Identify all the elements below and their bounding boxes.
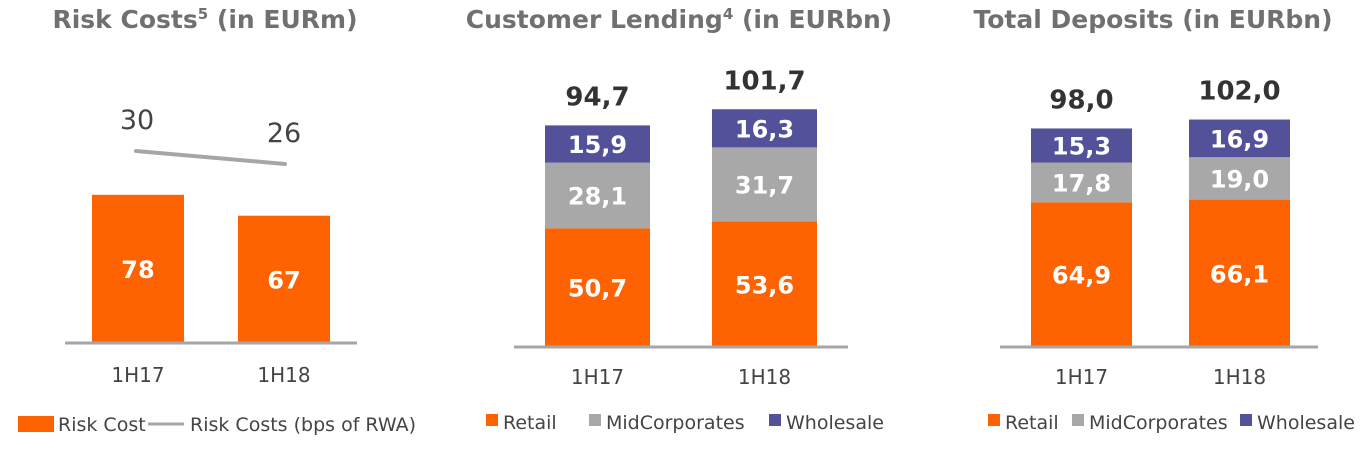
- legend-label: Wholesale: [1257, 412, 1355, 434]
- bar-total-label: 94,7: [565, 82, 629, 112]
- legend-marker-square: [589, 414, 601, 426]
- bar-value-label: 67: [267, 266, 300, 294]
- bar-risk-cost-1h18: [238, 215, 330, 343]
- legend-label: Wholesale: [786, 412, 884, 434]
- bar-retail-1h17: [545, 228, 650, 347]
- bar-wholesale-1h18: [1189, 119, 1290, 158]
- legend-marker-square: [18, 416, 54, 432]
- chart-title-main: Risk Costs: [52, 5, 197, 34]
- x-tick-label: 1H17: [571, 365, 624, 389]
- bar-value-label: 16,9: [1210, 125, 1269, 153]
- chart-title-suffix: (in EURm): [208, 5, 357, 34]
- bar-retail-1h18: [1189, 199, 1290, 347]
- bar-value-label: 28,1: [568, 182, 627, 210]
- legend-marker-square: [1072, 414, 1084, 426]
- x-tick-label: 1H17: [111, 363, 164, 387]
- bar-total-label: 98,0: [1049, 85, 1113, 115]
- bar-retail-1h17: [1031, 202, 1132, 347]
- chart-title-suffix: (in EURbn): [733, 5, 892, 34]
- legend-label: Risk Costs (bps of RWA): [190, 414, 416, 436]
- legend-label: MidCorporates: [1089, 412, 1228, 434]
- legend-label: MidCorporates: [606, 412, 745, 434]
- legend-marker-square: [988, 414, 1000, 426]
- legend-label: Retail: [503, 412, 557, 434]
- bar-total-label: 102,0: [1198, 77, 1280, 107]
- chart-title: Customer Lending4 (in EURbn): [466, 5, 892, 34]
- legend-marker-square: [1240, 414, 1252, 426]
- bar-value-label: 15,3: [1052, 133, 1111, 161]
- chart-title-main: Total Deposits (in EURbn): [973, 5, 1332, 34]
- bar-value-label: 17,8: [1052, 169, 1111, 197]
- bar-midcorporates-1h18: [1189, 157, 1290, 200]
- bar-midcorporates-1h17: [1031, 162, 1132, 203]
- bar-midcorporates-1h18: [712, 147, 817, 222]
- legend-marker-square: [769, 414, 781, 426]
- chart-panel-2: Customer Lending4 (in EURbn) 50,7 28,1 15,9…: [466, 5, 892, 434]
- line-point-label: 26: [267, 118, 301, 149]
- bar-value-label: 50,7: [568, 275, 627, 303]
- bar-wholesale-1h17: [1031, 128, 1132, 163]
- bar-value-label: 19,0: [1210, 165, 1269, 193]
- bar-retail-1h18: [712, 221, 817, 347]
- legend-label: Risk Cost: [58, 414, 146, 436]
- bar-value-label: 64,9: [1052, 262, 1111, 290]
- bar-value-label: 53,6: [735, 271, 794, 299]
- bar-value-label: 78: [121, 256, 154, 284]
- bar-value-label: 31,7: [735, 171, 794, 199]
- bar-value-label: 15,9: [568, 131, 627, 159]
- bar-risk-cost-1h17: [92, 194, 184, 343]
- x-tick-label: 1H17: [1055, 365, 1108, 389]
- chart-panel-3: Total Deposits (in EURbn) 64,9 17,8 15,3 98,…: [973, 5, 1354, 434]
- legend-label: Retail: [1005, 412, 1059, 434]
- bar-wholesale-1h18: [712, 109, 817, 148]
- line-point-label: 30: [120, 105, 154, 136]
- chart-title: Risk Costs5 (in EURm): [52, 5, 357, 34]
- bar-wholesale-1h17: [545, 125, 650, 163]
- bar-total-label: 101,7: [723, 66, 805, 96]
- chart-title-superscript: 5: [198, 5, 208, 23]
- chart-title: Total Deposits (in EURbn): [973, 5, 1332, 34]
- chart-title-main: Customer Lending: [466, 5, 723, 34]
- x-tick-label: 1H18: [1213, 365, 1266, 389]
- x-tick-label: 1H18: [257, 363, 310, 387]
- bar-value-label: 66,1: [1210, 260, 1269, 288]
- line-series-risk-bps: [134, 149, 287, 166]
- bar-midcorporates-1h17: [545, 162, 650, 229]
- x-tick-label: 1H18: [738, 365, 791, 389]
- bar-value-label: 16,3: [735, 115, 794, 143]
- chart-panel-1: Risk Costs5 (in EURm) 78 1H17 67 1H18 30 26 Ris…: [18, 5, 416, 436]
- legend-marker-square: [486, 414, 498, 426]
- chart-title-superscript: 4: [723, 5, 733, 23]
